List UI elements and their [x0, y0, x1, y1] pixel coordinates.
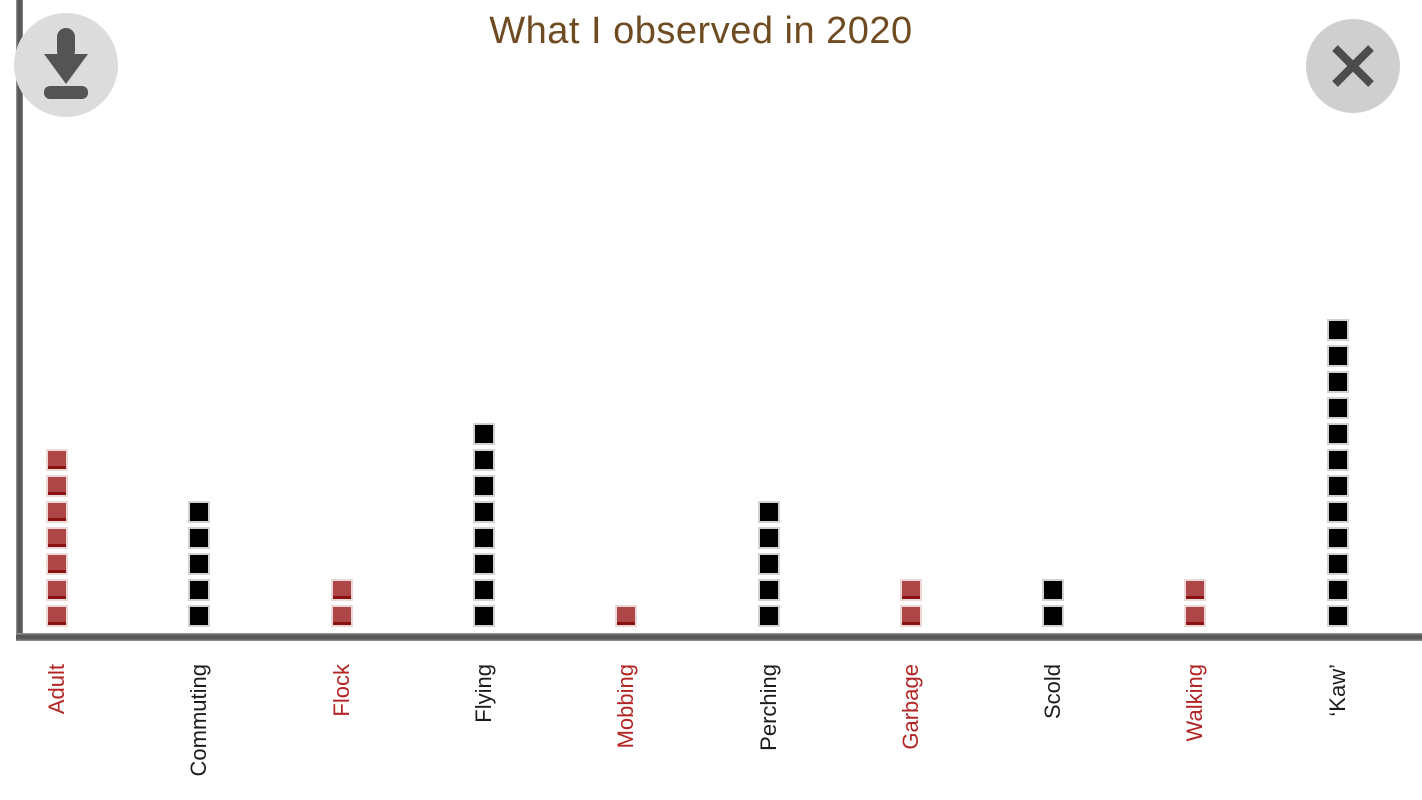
- unit-square-commuting: [188, 527, 211, 549]
- unit-square-walking: [1184, 605, 1207, 627]
- close-button[interactable]: [1306, 19, 1400, 113]
- column-commuting: [188, 497, 211, 627]
- unit-square-kaw: [1326, 553, 1349, 575]
- unit-square-adult: [46, 605, 68, 627]
- unit-square-perching: [757, 553, 780, 575]
- unit-square-flying: [472, 527, 495, 549]
- column-flying: [472, 419, 495, 627]
- column-kaw: [1326, 315, 1349, 627]
- unit-square-adult: [46, 527, 68, 549]
- unit-square-flying: [472, 475, 495, 497]
- unit-square-flying: [472, 501, 495, 523]
- download-icon: [38, 28, 94, 102]
- x-label-garbage: Garbage: [897, 664, 923, 750]
- unit-square-flock: [330, 605, 353, 627]
- unit-square-kaw: [1326, 579, 1349, 601]
- close-icon: [1330, 43, 1376, 89]
- unit-square-garbage: [899, 605, 922, 627]
- unit-square-scold: [1042, 605, 1065, 627]
- unit-square-garbage: [899, 579, 922, 601]
- unit-square-adult: [46, 475, 68, 497]
- unit-square-flying: [472, 579, 495, 601]
- unit-square-adult: [46, 579, 68, 601]
- unit-square-kaw: [1326, 423, 1349, 445]
- x-label-perching: Perching: [755, 664, 781, 751]
- unit-square-kaw: [1326, 319, 1349, 341]
- unit-square-kaw: [1326, 371, 1349, 393]
- unit-square-kaw: [1326, 605, 1349, 627]
- unit-square-mobbing: [615, 605, 638, 627]
- unit-square-kaw: [1326, 345, 1349, 367]
- chart-title: What I observed in 2020: [489, 10, 913, 52]
- x-label-commuting: Commuting: [186, 664, 212, 777]
- unit-square-kaw: [1326, 449, 1349, 471]
- x-label-mobbing: Mobbing: [613, 664, 639, 749]
- unit-square-kaw: [1326, 527, 1349, 549]
- column-mobbing: [615, 601, 638, 627]
- unit-square-adult: [46, 449, 68, 471]
- unit-square-walking: [1184, 579, 1207, 601]
- unit-square-flying: [472, 423, 495, 445]
- unit-square-kaw: [1326, 501, 1349, 523]
- column-flock: [330, 575, 353, 627]
- unit-square-perching: [757, 527, 780, 549]
- column-garbage: [899, 575, 922, 627]
- x-axis: [16, 633, 1422, 641]
- unit-square-kaw: [1326, 475, 1349, 497]
- x-label-kaw: ‘Kaw’: [1324, 664, 1350, 717]
- unit-square-perching: [757, 605, 780, 627]
- download-button[interactable]: [14, 13, 118, 117]
- x-label-scold: Scold: [1040, 664, 1066, 720]
- unit-square-commuting: [188, 501, 211, 523]
- column-adult: [46, 445, 68, 627]
- x-label-flying: Flying: [470, 664, 496, 723]
- unit-square-perching: [757, 579, 780, 601]
- unit-square-commuting: [188, 553, 211, 575]
- unit-square-adult: [46, 553, 68, 575]
- column-scold: [1042, 575, 1065, 627]
- column-perching: [757, 497, 780, 627]
- unit-square-perching: [757, 501, 780, 523]
- unit-square-flying: [472, 553, 495, 575]
- x-label-adult: Adult: [44, 664, 69, 715]
- unit-square-kaw: [1326, 397, 1349, 419]
- x-label-flock: Flock: [328, 664, 354, 717]
- unit-square-flying: [472, 449, 495, 471]
- unit-square-flock: [330, 579, 353, 601]
- unit-square-commuting: [188, 605, 211, 627]
- x-label-walking: Walking: [1182, 664, 1208, 742]
- y-axis: [16, 0, 23, 641]
- column-walking: [1184, 575, 1207, 627]
- unit-square-commuting: [188, 579, 211, 601]
- unit-square-scold: [1042, 579, 1065, 601]
- unit-square-adult: [46, 501, 68, 523]
- unit-square-flying: [472, 605, 495, 627]
